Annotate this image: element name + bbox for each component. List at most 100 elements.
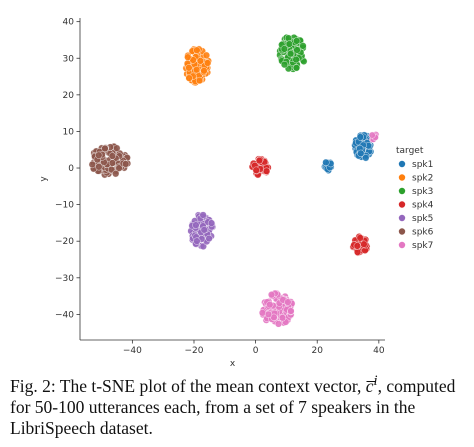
data-point xyxy=(360,240,368,248)
legend-marker-spk5 xyxy=(398,214,406,222)
data-point xyxy=(285,40,294,48)
legend-marker-spk3 xyxy=(398,187,406,195)
series-spk7-outlier xyxy=(368,131,380,143)
data-point xyxy=(274,320,283,328)
data-point xyxy=(95,151,103,159)
data-point xyxy=(88,160,96,169)
data-point xyxy=(101,144,109,153)
data-point xyxy=(195,76,204,85)
legend-label-spk6: spk6 xyxy=(412,228,434,238)
data-point xyxy=(115,164,123,172)
caption-vector-symbol: c̅ xyxy=(365,375,374,396)
legend-marker-spk1 xyxy=(398,160,406,168)
data-point xyxy=(252,166,260,174)
legend-marker-spk6 xyxy=(398,228,406,235)
x-tick-label: 0 xyxy=(253,346,259,356)
x-tick-label: 20 xyxy=(311,346,323,356)
data-point xyxy=(112,170,120,178)
series-spk7 xyxy=(258,289,296,328)
data-point xyxy=(200,226,208,234)
axes-frame xyxy=(79,18,385,341)
x-tick-label: −20 xyxy=(184,346,203,356)
y-tick-label: −40 xyxy=(55,310,74,320)
data-point xyxy=(322,158,330,167)
series-spk2 xyxy=(182,45,212,87)
data-point xyxy=(287,50,295,58)
series-spk1 xyxy=(321,131,375,174)
data-point xyxy=(199,211,207,219)
data-point xyxy=(205,234,213,243)
tsne-scatter-chart: −40 −20 0 20 40 40 30 20 10 0 −10 −20 −30 −40 x y tar… xyxy=(39,18,434,369)
data-point xyxy=(199,242,207,251)
data-point xyxy=(362,154,370,162)
scatter-points xyxy=(88,33,380,328)
y-tick-label: −30 xyxy=(55,274,74,284)
legend-label-spk4: spk4 xyxy=(412,201,434,211)
series-spk3 xyxy=(276,33,308,73)
data-point xyxy=(356,234,364,242)
data-point xyxy=(264,310,273,319)
data-point xyxy=(368,131,376,139)
y-tick-label: 10 xyxy=(63,127,75,137)
y-tick-label: 30 xyxy=(63,54,75,64)
data-point xyxy=(108,159,117,167)
data-point xyxy=(122,160,130,168)
data-point xyxy=(193,237,201,245)
data-point xyxy=(266,301,274,309)
caption-superscript: i xyxy=(373,373,378,389)
data-point xyxy=(354,248,362,256)
y-tick-label: 20 xyxy=(63,91,75,101)
data-point xyxy=(95,163,103,171)
data-point xyxy=(185,64,193,72)
data-point xyxy=(113,144,121,152)
legend-marker-spk7 xyxy=(398,241,406,249)
series-spk6 xyxy=(88,142,132,179)
data-point xyxy=(293,46,301,54)
data-point xyxy=(185,74,193,82)
data-point xyxy=(193,46,201,54)
y-tick-label: −20 xyxy=(55,237,74,247)
data-point xyxy=(292,55,300,64)
data-point xyxy=(278,314,287,322)
caption-text-before: The t-SNE plot of the mean context vecto… xyxy=(55,375,366,396)
data-point xyxy=(263,167,271,175)
data-point xyxy=(293,37,301,45)
data-point xyxy=(108,152,116,160)
legend-label-spk3: spk3 xyxy=(412,187,433,197)
series-spk5 xyxy=(187,211,217,251)
data-point xyxy=(200,67,208,75)
data-point xyxy=(258,309,267,317)
data-point xyxy=(287,307,295,315)
data-point xyxy=(202,51,211,59)
y-tick-label: −10 xyxy=(55,201,74,211)
axis-ticks: −40 −20 0 20 40 40 30 20 10 0 −10 −20 −30 −40 xyxy=(55,18,385,356)
data-point xyxy=(207,219,216,227)
data-point xyxy=(292,64,301,72)
series-spk4 xyxy=(248,155,371,257)
legend-label-spk2: spk2 xyxy=(412,174,433,184)
data-point xyxy=(284,298,292,306)
legend-label-spk7: spk7 xyxy=(412,241,433,251)
x-tick-label: −40 xyxy=(123,346,142,356)
legend-label-spk1: spk1 xyxy=(412,160,433,170)
legend-marker-spk2 xyxy=(398,174,406,181)
x-axis-label: x xyxy=(230,359,236,369)
y-axis-label: y xyxy=(39,176,49,182)
data-point xyxy=(184,53,192,61)
figure-caption: Fig. 2: The t-SNE plot of the mean conte… xyxy=(10,371,468,439)
data-point xyxy=(280,45,288,53)
legend: target spk1 spk2 spk3 spk4 spk5 spk6 spk7 xyxy=(396,146,434,251)
data-point xyxy=(357,149,365,157)
y-tick-label: 0 xyxy=(68,164,74,174)
data-point xyxy=(353,242,361,250)
legend-marker-spk4 xyxy=(398,201,406,208)
legend-title: target xyxy=(396,146,424,156)
data-point xyxy=(255,157,264,165)
data-point xyxy=(204,59,212,67)
y-tick-label: 40 xyxy=(63,18,75,28)
data-point xyxy=(196,57,205,65)
data-point xyxy=(268,291,276,299)
caption-label: Fig. 2: xyxy=(10,375,56,396)
x-tick-label: 40 xyxy=(373,346,385,356)
data-point xyxy=(192,221,200,229)
